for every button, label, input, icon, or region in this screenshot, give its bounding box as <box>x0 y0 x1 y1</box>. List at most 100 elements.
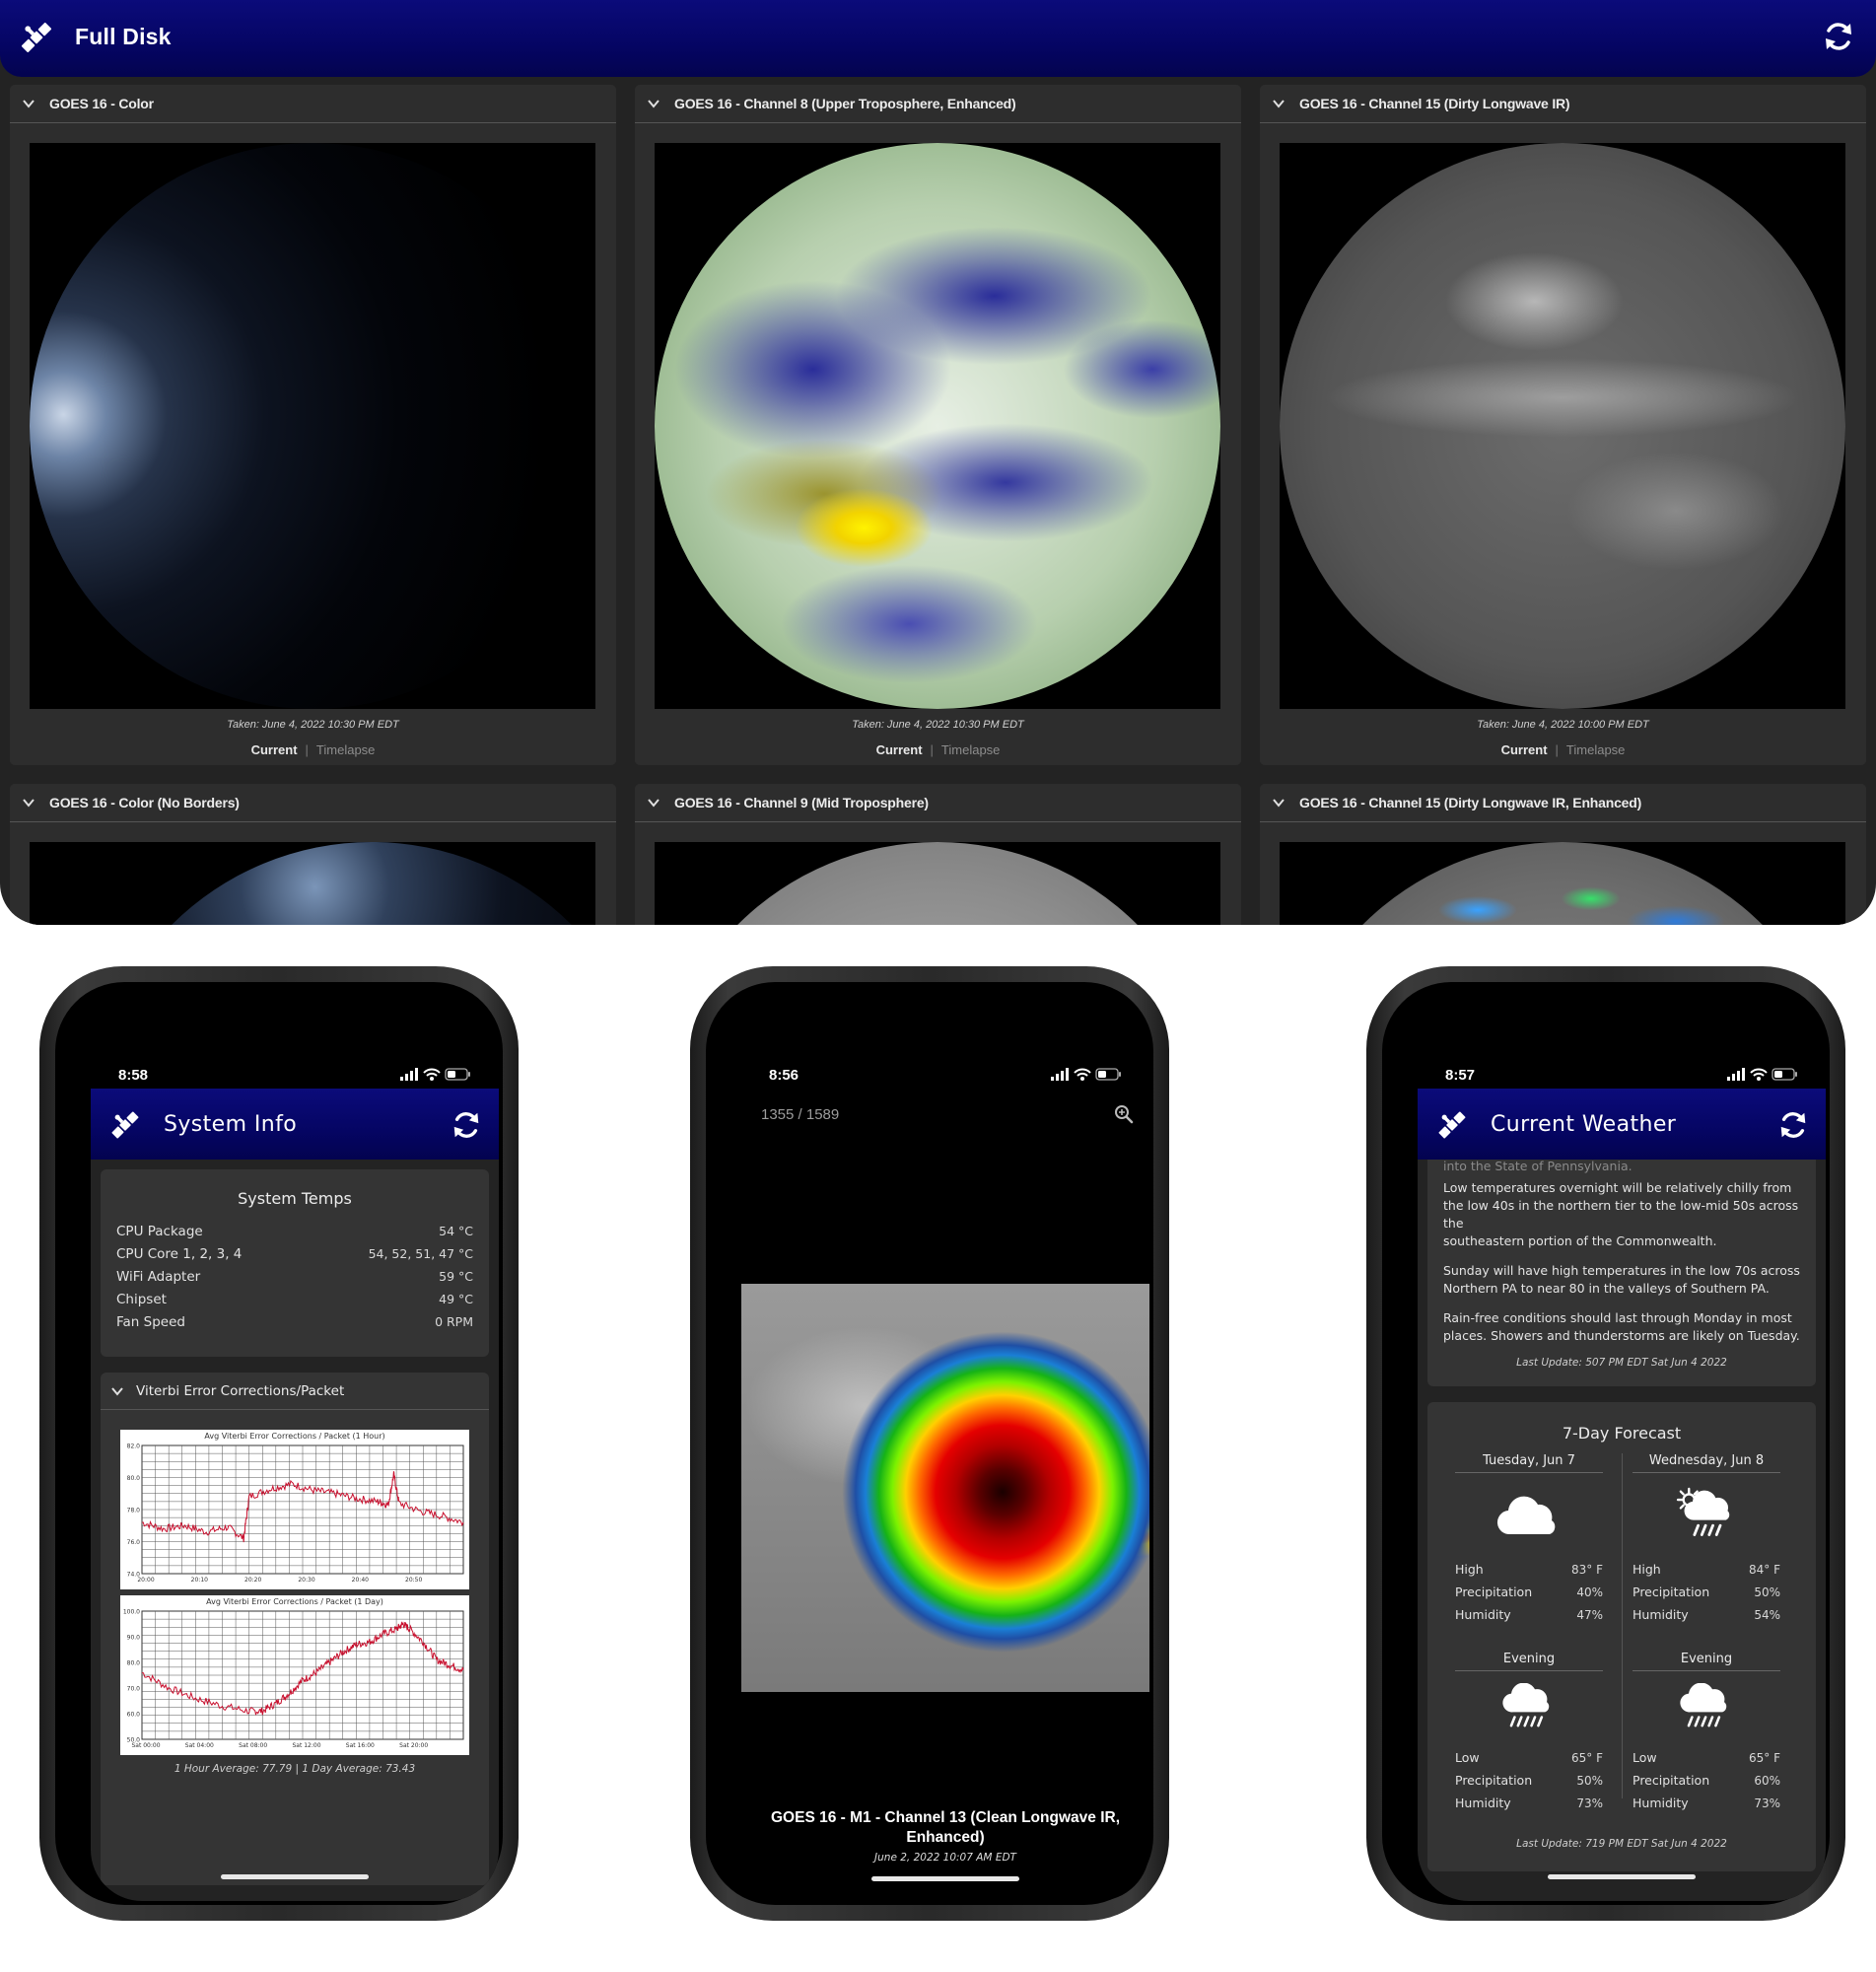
paragraph: Sunday will have high temperatures in th… <box>1443 1263 1800 1296</box>
current-link[interactable]: Current <box>1500 742 1548 757</box>
satellite-image[interactable] <box>655 143 1220 709</box>
image-card-goes16-color: GOES 16 - Color Taken: June 4, 2022 10:3… <box>10 85 616 765</box>
refresh-icon[interactable] <box>1821 19 1856 54</box>
temp-label: WiFi Adapter <box>116 1268 201 1285</box>
home-indicator[interactable] <box>871 1876 1019 1881</box>
forecast-day[interactable]: Tuesday, Jun 7 High 83° F Precipitation 40%… <box>1455 1453 1603 1814</box>
notch <box>1506 1018 1737 1057</box>
x-tick-label: Sat 16:00 <box>346 1742 375 1749</box>
current-link[interactable]: Current <box>250 742 298 757</box>
satellite-image[interactable] <box>1280 842 1845 925</box>
status-icons <box>1051 1067 1122 1083</box>
current-link[interactable]: Current <box>875 742 923 757</box>
forecast-value: 40% <box>1576 1585 1603 1599</box>
column-divider <box>1622 1453 1623 1798</box>
timelapse-link[interactable]: Timelapse <box>1565 742 1626 757</box>
chevron-down-icon[interactable] <box>1272 796 1285 810</box>
paragraph: Rain-free conditions should last through… <box>1443 1310 1800 1343</box>
separator: | <box>930 742 934 757</box>
image-card-color-no-borders: GOES 16 - Color (No Borders) <box>10 784 616 925</box>
image-caption: GOES 16 - M1 - Channel 13 (Clean Longwav… <box>771 1809 1120 1846</box>
forecast-label: Humidity <box>1633 1607 1689 1622</box>
temp-value: 59 °C <box>439 1269 473 1284</box>
phone-screen: 8:58 System Info System Temps CPU Packag… <box>91 1018 499 1901</box>
page-body: System Temps CPU Package 54 °C CPU Core 1,… <box>91 1160 499 1901</box>
notch <box>179 1018 410 1057</box>
page-title: System Info <box>164 1112 298 1137</box>
forecast-label: Low <box>1633 1750 1657 1765</box>
image-card-channel-15-enhanced: GOES 16 - Channel 15 (Dirty Longwave IR,… <box>1260 784 1866 925</box>
temps-list: CPU Package 54 °C CPU Core 1, 2, 3, 4 54, 5… <box>116 1220 473 1333</box>
home-indicator[interactable] <box>1548 1874 1696 1879</box>
forecast-card: 7-Day Forecast Tuesday, Jun 7 High 83° F P… <box>1427 1402 1816 1871</box>
refresh-icon[interactable] <box>450 1108 483 1142</box>
forecast-label: Precipitation <box>1455 1585 1533 1599</box>
status-time: 8:56 <box>769 1067 799 1084</box>
x-tick-label: 20:30 <box>298 1577 314 1584</box>
y-tick-label: 80.0 <box>127 1660 141 1667</box>
card-header[interactable]: GOES 16 - Channel 15 (Dirty Longwave IR) <box>1260 85 1866 123</box>
card-header[interactable]: GOES 16 - Channel 15 (Dirty Longwave IR,… <box>1260 784 1866 822</box>
chart-title: Avg Viterbi Error Corrections / Packet (… <box>204 1432 385 1441</box>
forecast-value: 60% <box>1754 1773 1780 1788</box>
temp-value: 49 °C <box>439 1292 473 1306</box>
earth-globe-infrared-enhanced <box>1280 842 1845 925</box>
card-header[interactable]: GOES 16 - Channel 8 (Upper Troposphere, … <box>635 85 1241 123</box>
forecast-row: Precipitation 50% <box>1455 1769 1603 1792</box>
earth-globe-color <box>89 842 595 925</box>
chevron-down-icon[interactable] <box>22 97 35 110</box>
card-header[interactable]: GOES 16 - Color <box>10 85 616 123</box>
timelapse-link[interactable]: Timelapse <box>315 742 376 757</box>
temp-row: Chipset 49 °C <box>116 1288 473 1310</box>
chevron-down-icon[interactable] <box>22 796 35 810</box>
card-title: GOES 16 - Channel 8 (Upper Troposphere, … <box>674 96 1016 111</box>
forecast-row: Humidity 73% <box>1633 1792 1780 1814</box>
separator: | <box>1555 742 1559 757</box>
card-title: Viterbi Error Corrections/Packet <box>136 1382 345 1399</box>
phone-image-viewer: 8:56 1355 / 1589 GOES 16 - M1 - Channel … <box>690 966 1169 1921</box>
image-card-channel-9: GOES 16 - Channel 9 (Mid Troposphere) <box>635 784 1241 925</box>
x-tick-label: Sat 08:00 <box>239 1742 267 1749</box>
zoom-icon[interactable] <box>1114 1104 1134 1124</box>
rain-cloud-icon <box>1499 1683 1559 1734</box>
image-counter: 1355 / 1589 <box>761 1106 840 1123</box>
card-title: GOES 16 - Channel 15 (Dirty Longwave IR,… <box>1299 795 1642 810</box>
forecast-value: 65° F <box>1749 1750 1780 1765</box>
satellite-image[interactable] <box>30 842 595 925</box>
desktop-window: Full Disk GOES 16 - Color Taken: June 4,… <box>0 0 1876 925</box>
forecast-label: Low <box>1455 1750 1480 1765</box>
cloud-icon <box>1494 1491 1563 1540</box>
chevron-down-icon[interactable] <box>110 1384 124 1398</box>
satellite-image[interactable] <box>655 842 1220 925</box>
satellite-image[interactable] <box>30 143 595 709</box>
averages-note: 1 Hour Average: 77.79 | 1 Day Average: 7… <box>174 1763 416 1775</box>
satellite-image[interactable] <box>1280 143 1845 709</box>
chart-1-hour: Avg Viterbi Error Corrections / Packet (… <box>120 1430 469 1589</box>
notch <box>830 1018 1061 1057</box>
phone-bezel: 8:56 1355 / 1589 GOES 16 - M1 - Channel … <box>706 982 1153 1905</box>
timelapse-link[interactable]: Timelapse <box>940 742 1001 757</box>
card-header[interactable]: GOES 16 - Channel 9 (Mid Troposphere) <box>635 784 1241 822</box>
y-tick-label: 60.0 <box>127 1712 141 1719</box>
system-temps-card: System Temps CPU Package 54 °C CPU Core 1,… <box>101 1169 489 1357</box>
series-line <box>141 1621 464 1716</box>
series-line <box>141 1471 464 1543</box>
forecast-day[interactable]: Wednesday, Jun 8 High 84° F Precipitation 5… <box>1633 1453 1780 1814</box>
card-header[interactable]: GOES 16 - Color (No Borders) <box>10 784 616 822</box>
chevron-down-icon[interactable] <box>1272 97 1285 110</box>
card-header[interactable]: Viterbi Error Corrections/Packet <box>101 1373 489 1410</box>
home-indicator[interactable] <box>221 1874 369 1879</box>
forecast-row: Precipitation 40% <box>1455 1581 1603 1603</box>
status-icons <box>400 1067 471 1083</box>
day-name: Tuesday, Jun 7 <box>1455 1453 1603 1473</box>
last-update: Last Update: 719 PM EDT Sat Jun 4 2022 <box>1516 1838 1727 1850</box>
chevron-down-icon[interactable] <box>647 97 660 110</box>
refresh-icon[interactable] <box>1776 1108 1810 1142</box>
chevron-down-icon[interactable] <box>647 796 660 810</box>
forecast-label: Precipitation <box>1633 1585 1710 1599</box>
forecast-row: Low 65° F <box>1633 1746 1780 1769</box>
temp-value: 54 °C <box>439 1224 473 1238</box>
forecast-label: High <box>1455 1562 1484 1577</box>
hurricane-image[interactable] <box>741 1284 1149 1692</box>
image-card-channel-8: GOES 16 - Channel 8 (Upper Troposphere, … <box>635 85 1241 765</box>
